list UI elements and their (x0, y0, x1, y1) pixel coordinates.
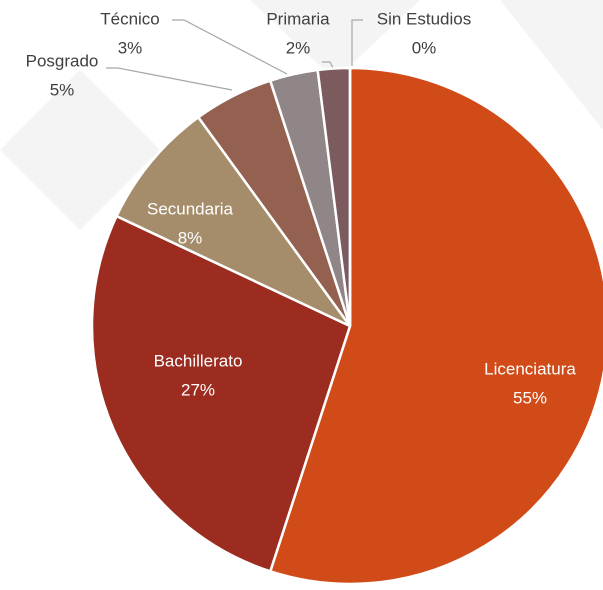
slice-label: Secundaria (147, 199, 234, 218)
slice-label: Primaria (266, 9, 330, 28)
slice-label: Bachillerato (154, 351, 243, 370)
slice-label: Sin Estudios (377, 9, 472, 28)
slice-label: Posgrado (26, 51, 99, 70)
pie-slice (268, 66, 603, 586)
value-label: 3% (118, 38, 143, 57)
value-label: 5% (50, 80, 75, 99)
value-label: 27% (181, 380, 215, 399)
value-label: 0% (412, 38, 437, 57)
value-label: 2% (286, 38, 311, 57)
leader-lines (106, 19, 363, 91)
value-label: 55% (513, 388, 547, 407)
pie-slice (90, 214, 352, 573)
value-label: 8% (178, 228, 203, 247)
pie-slice (114, 115, 352, 328)
slice-label: Licenciatura (484, 359, 576, 378)
watermark (0, 0, 603, 230)
slice-label: Técnico (100, 9, 160, 28)
